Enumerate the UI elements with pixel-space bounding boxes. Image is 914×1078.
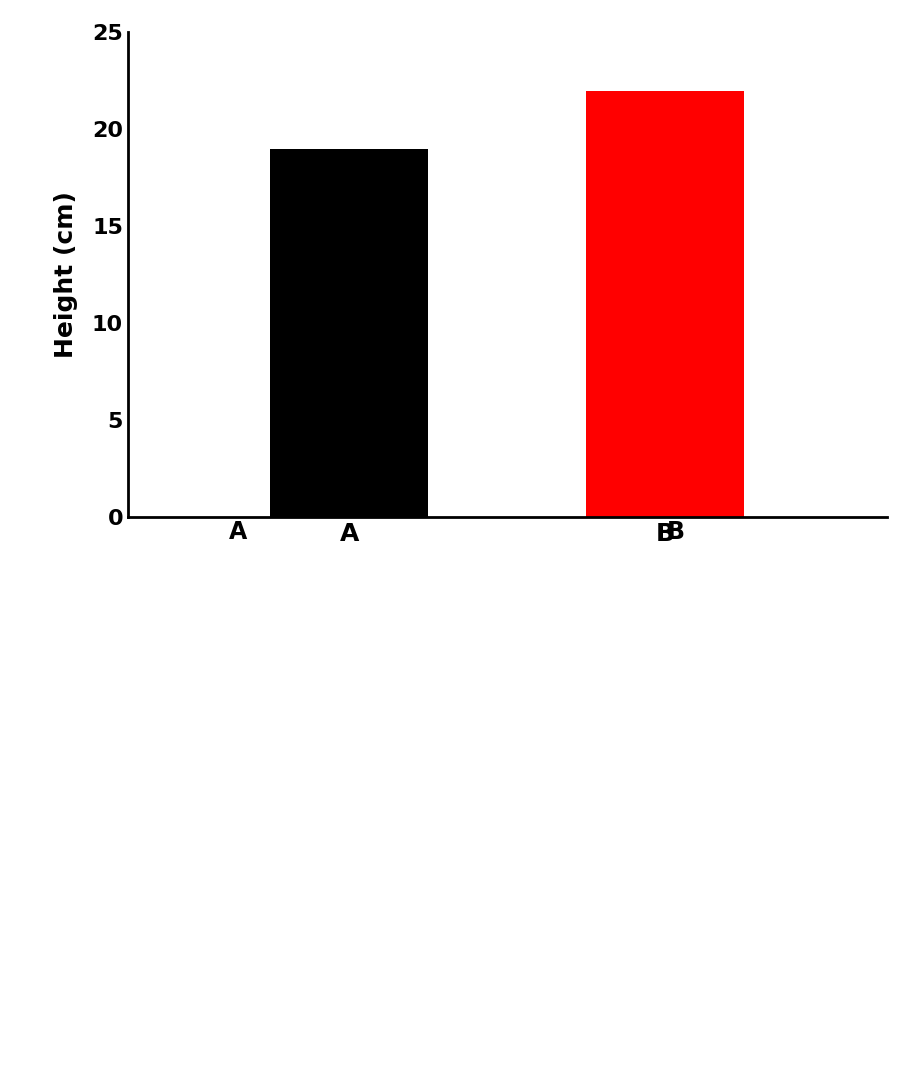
- Text: A: A: [228, 521, 247, 544]
- Y-axis label: Height (cm): Height (cm): [54, 192, 78, 358]
- Text: B: B: [667, 521, 686, 544]
- Bar: [271, 149, 429, 517]
- Bar: [586, 91, 744, 517]
